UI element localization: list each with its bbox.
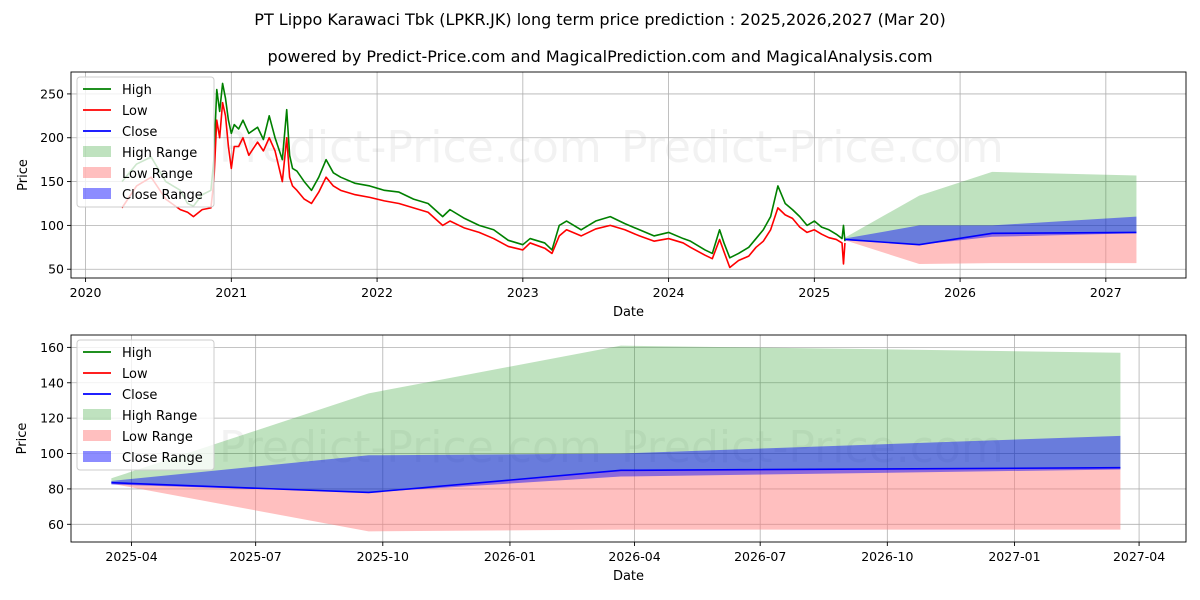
- x-tick-label: 2027-04: [1113, 549, 1165, 564]
- legend-swatch-patch: [83, 409, 111, 420]
- low-line: [121, 101, 846, 269]
- x-tick-label: 2026: [944, 285, 976, 300]
- axes-frame: [70, 334, 1187, 543]
- legend-label: High: [122, 346, 152, 361]
- y-tick-label: 100: [40, 446, 64, 461]
- x-tick-label: 2026-04: [608, 549, 660, 564]
- legend-label: High Range: [122, 146, 197, 161]
- legend-label: Close Range: [122, 451, 203, 466]
- y-tick-label: 160: [40, 340, 64, 355]
- x-tick-label: 2025-10: [357, 549, 409, 564]
- legend-label: High: [122, 83, 152, 98]
- low-range-band: [111, 467, 1121, 532]
- history-forecast-panel: Predict-Price.com Predict-Price.com 2020 20…: [16, 71, 1187, 320]
- y-tick-label: 140: [40, 375, 64, 390]
- legend-box: [76, 339, 215, 471]
- y-tick-label: 150: [40, 174, 64, 189]
- x-tick-label: 2027-01: [988, 549, 1040, 564]
- y-tick-label: 50: [48, 262, 64, 277]
- legend-swatch-patch: [83, 167, 111, 178]
- watermark-text: Predict-Price.com: [621, 422, 1004, 473]
- x-tick-label: 2020: [70, 285, 102, 300]
- high-line: [121, 82, 846, 259]
- y-axis-label: Price: [15, 423, 30, 455]
- legend-label: High Range: [122, 409, 197, 424]
- legend-label: Low: [122, 104, 148, 119]
- x-tick-label: 2021: [215, 285, 247, 300]
- legend-swatch-patch: [83, 188, 111, 199]
- axes-frame: [70, 71, 1187, 279]
- x-tick-label: 2026-10: [861, 549, 913, 564]
- x-tick-label: 2027: [1090, 285, 1122, 300]
- close-line: [844, 231, 1137, 246]
- y-tick-label: 250: [40, 86, 64, 101]
- high-range-band: [111, 345, 1121, 493]
- x-tick-label: 2024: [653, 285, 685, 300]
- x-tick-label: 2026-01: [484, 549, 536, 564]
- legend-box: [76, 76, 215, 208]
- legend-label: Close: [122, 388, 157, 403]
- x-tick-label: 2025-04: [105, 549, 157, 564]
- close-range-band: [844, 216, 1137, 245]
- x-axis-label: Date: [613, 569, 644, 584]
- legend-label: Close Range: [122, 188, 203, 203]
- x-tick-label: 2022: [361, 285, 393, 300]
- y-tick-label: 80: [48, 481, 64, 496]
- chart-subtitle: powered by Predict-Price.com and Magical…: [267, 47, 932, 66]
- x-tick-label: 2023: [507, 285, 539, 300]
- legend-label: Low Range: [122, 430, 193, 445]
- watermark-text: Predict-Price.com: [219, 422, 602, 473]
- legend-label: Close: [122, 125, 157, 140]
- y-tick-label: 120: [40, 411, 64, 426]
- forecast-zoom-panel: Predict-Price.com Predict-Price.com 2025-0…: [15, 334, 1187, 584]
- y-tick-label: 60: [48, 517, 64, 532]
- x-tick-label: 2025-07: [230, 549, 282, 564]
- y-tick-label: 200: [40, 130, 64, 145]
- y-tick-label: 100: [40, 218, 64, 233]
- x-tick-label: 2026-07: [734, 549, 786, 564]
- legend-label: Low: [122, 367, 148, 382]
- x-tick-label: 2025: [798, 285, 830, 300]
- close-line: [111, 466, 1121, 494]
- low-range-band: [844, 232, 1137, 264]
- legend-swatch-patch: [83, 451, 111, 462]
- y-axis-label: Price: [16, 159, 31, 191]
- watermark-text: Predict-Price.com: [621, 122, 1004, 173]
- close-range-band: [111, 435, 1121, 493]
- chart-title: PT Lippo Karawaci Tbk (LPKR.JK) long ter…: [254, 10, 945, 29]
- watermark-text: Predict-Price.com: [219, 122, 602, 173]
- x-axis-label: Date: [613, 305, 644, 320]
- high-range-band: [844, 171, 1137, 245]
- legend-label: Low Range: [122, 167, 193, 182]
- legend-swatch-patch: [83, 430, 111, 441]
- legend-swatch-patch: [83, 146, 111, 157]
